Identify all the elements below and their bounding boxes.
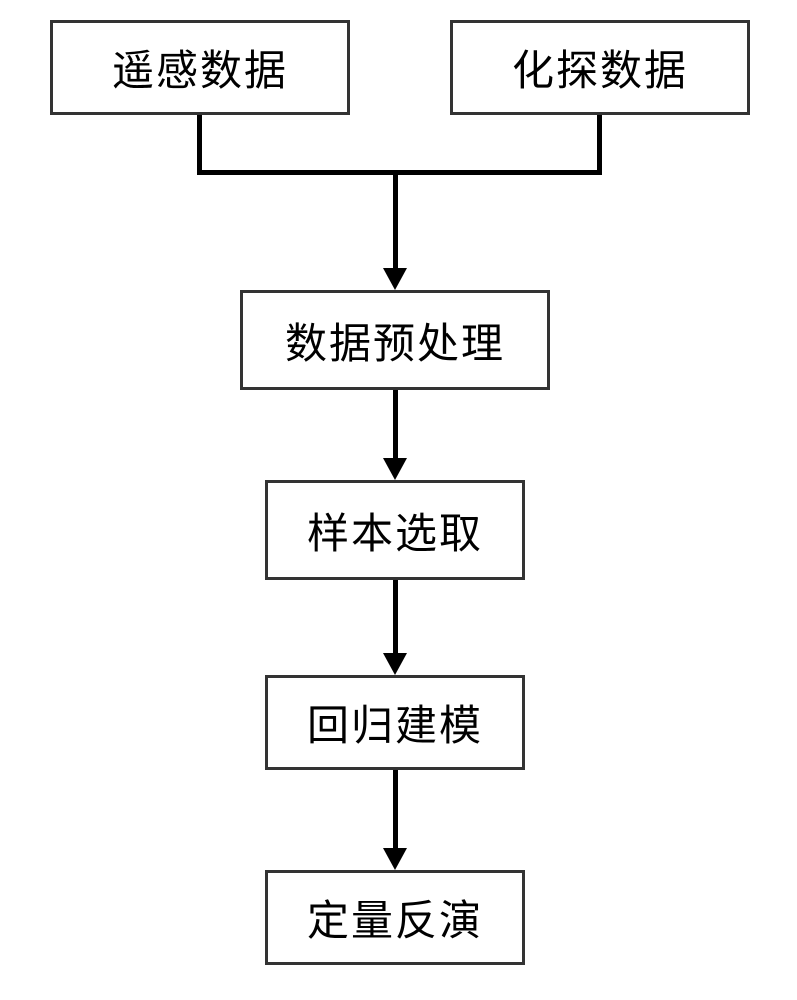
flowchart-node-inversion: 定量反演	[265, 870, 525, 965]
node-label: 样本选取	[307, 500, 483, 561]
node-label: 定量反演	[307, 887, 483, 948]
arrowhead-icon	[383, 653, 407, 675]
arrowhead-icon	[383, 458, 407, 480]
edge-n2-drop	[597, 115, 602, 173]
node-label: 化探数据	[512, 37, 688, 98]
edge-merge-horizontal	[197, 170, 602, 175]
flowchart-node-input1: 遥感数据	[50, 20, 350, 115]
flowchart-node-preprocess: 数据预处理	[240, 290, 550, 390]
arrowhead-icon	[383, 268, 407, 290]
flowchart-node-sample: 样本选取	[265, 480, 525, 580]
edge-n1-drop	[197, 115, 202, 173]
edge-n3-n4	[393, 390, 398, 460]
flowchart-node-input2: 化探数据	[450, 20, 750, 115]
node-label: 数据预处理	[285, 310, 505, 371]
edge-n5-n6	[393, 770, 398, 850]
edge-merge-down	[393, 170, 398, 270]
flowchart-node-regression: 回归建模	[265, 675, 525, 770]
arrowhead-icon	[383, 848, 407, 870]
node-label: 回归建模	[307, 692, 483, 753]
node-label: 遥感数据	[112, 37, 288, 98]
edge-n4-n5	[393, 580, 398, 655]
